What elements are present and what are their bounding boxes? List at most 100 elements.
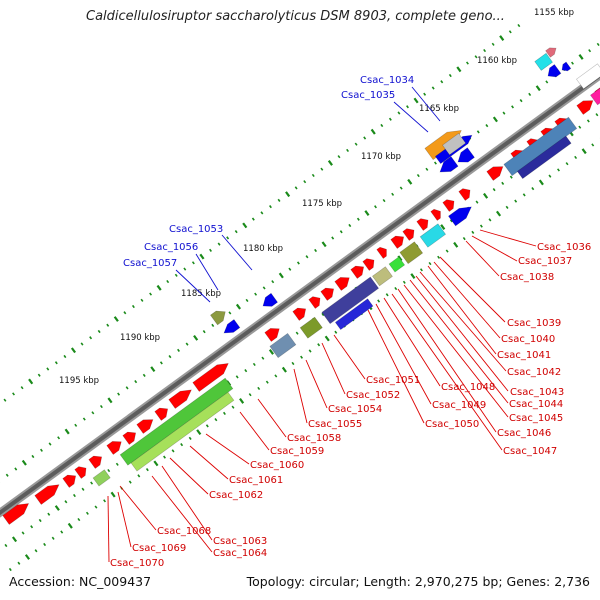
gene-label-csac-1068[interactable]: Csac_1068 xyxy=(157,526,211,537)
tick-mark xyxy=(64,500,68,504)
tick-mark xyxy=(4,543,8,548)
gene-forward xyxy=(376,246,387,259)
gene-label-csac-1062[interactable]: Csac_1062 xyxy=(209,490,263,501)
gene-label-csac-1058[interactable]: Csac_1058 xyxy=(287,433,341,444)
tick-mark xyxy=(57,436,61,440)
gene-label-csac-1060[interactable]: Csac_1060 xyxy=(250,460,304,471)
gene-label-csac-1052[interactable]: Csac_1052 xyxy=(346,390,400,401)
tick-mark xyxy=(43,542,47,547)
leader-line xyxy=(397,288,497,433)
leader-line xyxy=(151,475,213,553)
tick-mark xyxy=(245,298,249,303)
gene-label-csac-1051[interactable]: Csac_1051 xyxy=(366,375,420,386)
gene-label-csac-1050[interactable]: Csac_1050 xyxy=(425,419,479,430)
tick-mark xyxy=(410,273,416,279)
gene-pink xyxy=(545,47,557,58)
leader-line xyxy=(419,271,507,372)
tick-mark xyxy=(64,428,70,435)
gene-label-csac-1057[interactable]: Csac_1057 xyxy=(123,258,177,269)
tick-mark xyxy=(431,86,435,90)
gene-forward xyxy=(308,296,321,309)
gene-label-csac-1069[interactable]: Csac_1069 xyxy=(132,543,186,554)
gene-label-csac-1034[interactable]: Csac_1034 xyxy=(360,75,414,86)
tick-mark xyxy=(107,468,111,473)
tick-mark xyxy=(483,192,489,199)
tick-mark xyxy=(508,30,512,34)
gene-label-csac-1037[interactable]: Csac_1037 xyxy=(518,256,572,267)
tick-mark xyxy=(278,272,284,279)
feature-grey xyxy=(442,132,467,156)
gene-label-csac-1045[interactable]: Csac_1045 xyxy=(509,413,563,424)
gene-label-csac-1038[interactable]: Csac_1038 xyxy=(500,272,554,283)
gene-label-csac-1063[interactable]: Csac_1063 xyxy=(213,536,267,547)
tick-mark xyxy=(565,162,569,166)
tick-mark xyxy=(63,354,67,359)
tick-mark xyxy=(202,330,206,334)
gene-label-csac-1059[interactable]: Csac_1059 xyxy=(270,446,324,457)
gene-reverse xyxy=(561,61,572,72)
tick-mark xyxy=(476,130,480,134)
tick-mark xyxy=(191,261,195,265)
gene-label-csac-1055[interactable]: Csac_1055 xyxy=(308,419,362,430)
gene-label-csac-1064[interactable]: Csac_1064 xyxy=(213,548,267,559)
gene-label-csac-1049[interactable]: Csac_1049 xyxy=(432,400,486,411)
tick-label-1165: 1165 kbp xyxy=(419,104,459,114)
tick-mark xyxy=(321,241,327,248)
tick-mark xyxy=(305,255,309,259)
tick-mark xyxy=(91,411,95,415)
tick-mark xyxy=(327,160,333,166)
gene-label-csac-1054[interactable]: Csac_1054 xyxy=(328,404,382,415)
gene-label-csac-1041[interactable]: Csac_1041 xyxy=(497,350,551,361)
leader-line xyxy=(391,293,503,451)
leader-line xyxy=(403,284,509,418)
gene-forward xyxy=(136,419,154,434)
gene-label-csac-1043[interactable]: Csac_1043 xyxy=(510,387,564,398)
gene-forward xyxy=(154,407,169,421)
gene-label-csac-1039[interactable]: Csac_1039 xyxy=(507,318,561,329)
tick-mark xyxy=(448,73,452,78)
tick-mark xyxy=(377,299,381,303)
tick-mark xyxy=(103,499,107,503)
gene-label-csac-1047[interactable]: Csac_1047 xyxy=(503,446,557,457)
leader-line xyxy=(411,86,441,122)
tick-mark xyxy=(348,223,352,228)
gene-label-csac-1042[interactable]: Csac_1042 xyxy=(507,367,561,378)
tick-mark xyxy=(370,128,376,135)
tick-mark xyxy=(128,480,132,484)
gene-label-csac-1035[interactable]: Csac_1035 xyxy=(341,90,395,101)
tick-mark xyxy=(134,380,138,384)
tick-mark xyxy=(449,219,453,223)
gene-label-csac-1044[interactable]: Csac_1044 xyxy=(509,399,563,410)
tick-mark xyxy=(391,192,395,196)
leader-line xyxy=(119,485,157,531)
tick-mark xyxy=(462,236,466,241)
gene-label-csac-1048[interactable]: Csac_1048 xyxy=(441,382,495,393)
gene-reverse xyxy=(457,147,475,163)
tick-mark xyxy=(402,280,406,284)
label-leader-lines xyxy=(107,86,537,563)
tick-mark xyxy=(28,378,34,385)
tick-mark xyxy=(214,418,218,422)
gene-label-csac-1056[interactable]: Csac_1056 xyxy=(144,242,198,253)
tick-mark xyxy=(268,349,274,355)
tick-mark xyxy=(397,111,401,115)
tick-mark xyxy=(196,429,202,436)
gene-label-csac-1053[interactable]: Csac_1053 xyxy=(169,224,223,235)
tick-mark xyxy=(209,248,212,252)
leader-line xyxy=(175,269,211,303)
tick-mark xyxy=(428,261,432,266)
operon-navy xyxy=(516,135,572,180)
leader-line xyxy=(383,297,441,387)
gene-label-csac-1036[interactable]: Csac_1036 xyxy=(537,242,591,253)
tick-mark xyxy=(110,491,116,498)
tick-mark xyxy=(31,454,35,459)
gene-label-csac-1046[interactable]: Csac_1046 xyxy=(497,428,551,439)
tick-mark xyxy=(419,268,423,272)
tick-mark xyxy=(374,205,377,209)
tick-mark xyxy=(495,210,502,217)
tick-mark xyxy=(288,267,292,271)
gene-label-csac-1040[interactable]: Csac_1040 xyxy=(501,334,555,345)
gene-label-csac-1070[interactable]: Csac_1070 xyxy=(110,558,164,569)
gene-label-csac-1061[interactable]: Csac_1061 xyxy=(229,475,283,486)
